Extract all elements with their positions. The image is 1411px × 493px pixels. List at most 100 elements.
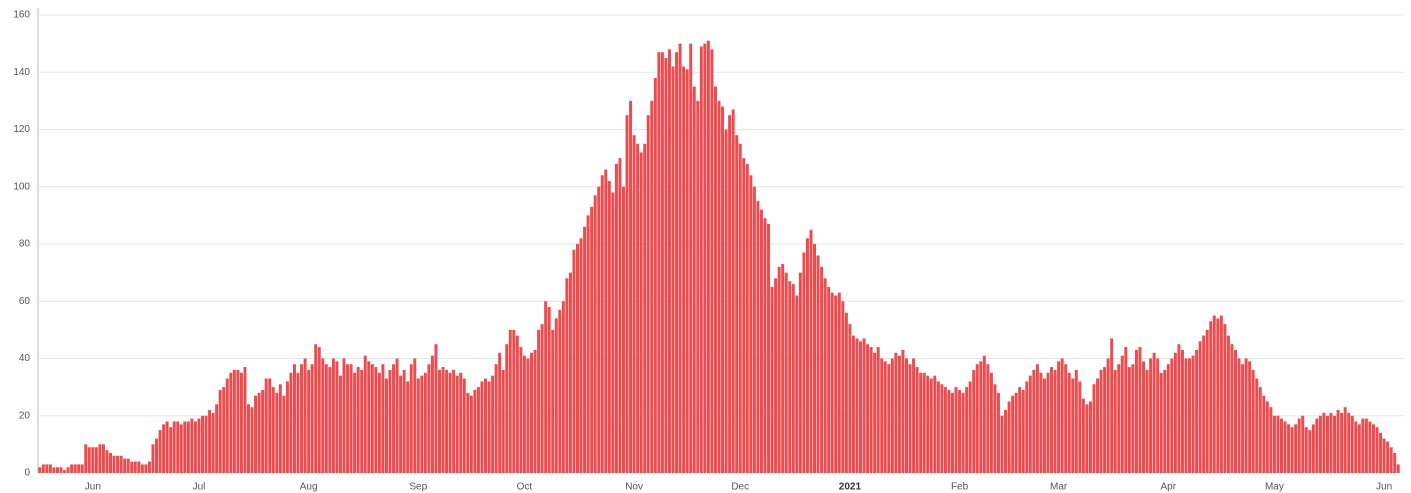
- bar: [275, 392, 279, 473]
- bar: [565, 278, 569, 473]
- bar: [1060, 358, 1064, 473]
- bar: [738, 143, 742, 473]
- bar: [621, 186, 625, 473]
- bar: [1039, 372, 1043, 473]
- bar: [218, 389, 222, 473]
- bar: [859, 341, 862, 473]
- bar: [201, 415, 204, 473]
- bar: [915, 367, 919, 473]
- bar: [300, 364, 304, 473]
- x-tick-label: Apr: [1161, 482, 1177, 493]
- bar: [1294, 424, 1298, 473]
- bar: [1021, 389, 1025, 473]
- bar: [215, 404, 219, 473]
- bar: [869, 347, 873, 473]
- bar: [116, 455, 120, 473]
- bar: [1386, 441, 1390, 473]
- bar: [795, 295, 799, 473]
- bar: [52, 467, 56, 473]
- bar: [604, 169, 608, 473]
- bar: [1120, 355, 1124, 473]
- bar: [1209, 321, 1213, 473]
- bar: [172, 421, 176, 473]
- bar: [434, 344, 438, 473]
- bar: [1318, 415, 1322, 473]
- bar: [1237, 358, 1241, 473]
- bar: [890, 358, 894, 473]
- bar: [1142, 361, 1146, 473]
- bar: [1173, 352, 1177, 473]
- x-tick-label: Nov: [625, 482, 643, 493]
- bar: [759, 209, 763, 473]
- bar: [236, 369, 240, 473]
- bar: [1131, 364, 1135, 473]
- bar: [1071, 378, 1075, 473]
- bar: [706, 40, 710, 473]
- bar: [1361, 418, 1365, 473]
- bar: [1223, 324, 1227, 473]
- bar: [137, 461, 141, 473]
- bar: [611, 192, 615, 473]
- bar: [1025, 381, 1029, 473]
- bar: [370, 364, 374, 473]
- x-tick-label: Feb: [951, 482, 969, 493]
- bar: [1251, 369, 1255, 473]
- bar: [1000, 415, 1004, 473]
- bar: [554, 318, 558, 473]
- x-tick-label: Aug: [300, 482, 318, 493]
- bar: [1375, 427, 1379, 473]
- bar: [675, 52, 679, 474]
- bar: [1110, 338, 1114, 473]
- bar: [809, 229, 813, 473]
- bar: [392, 364, 396, 473]
- bar: [593, 195, 597, 473]
- bar: [1301, 415, 1305, 473]
- bar: [38, 467, 42, 473]
- bar: [781, 264, 785, 473]
- bar: [1092, 384, 1096, 473]
- bar: [671, 66, 675, 474]
- bar: [1234, 349, 1237, 473]
- bar: [285, 381, 289, 473]
- bar: [416, 378, 420, 473]
- bar: [197, 418, 201, 473]
- bar: [742, 158, 746, 473]
- bar: [823, 278, 827, 473]
- bar: [388, 369, 392, 473]
- bar: [947, 389, 951, 473]
- bar: [494, 364, 498, 473]
- bar: [374, 367, 378, 473]
- bar: [989, 372, 993, 473]
- bar: [887, 364, 891, 473]
- bar: [533, 349, 537, 473]
- bar: [130, 461, 134, 473]
- bar: [1219, 315, 1223, 473]
- bar: [1007, 401, 1011, 473]
- bar: [1248, 361, 1252, 473]
- bar: [480, 381, 484, 473]
- bar: [1340, 412, 1344, 473]
- bar: [657, 52, 661, 474]
- bar: [1138, 347, 1142, 473]
- y-tick-label: 100: [13, 181, 30, 192]
- bar: [491, 375, 495, 473]
- x-tick-label: Jul: [193, 482, 206, 493]
- bar: [816, 255, 820, 473]
- bar: [346, 364, 350, 473]
- bar: [70, 464, 74, 473]
- bar: [1099, 369, 1103, 473]
- bar: [632, 135, 636, 473]
- bar: [568, 272, 572, 473]
- bar: [101, 444, 105, 473]
- bar: [476, 387, 480, 473]
- bar: [926, 375, 930, 473]
- bar: [1191, 355, 1195, 473]
- bar: [1364, 418, 1368, 473]
- bar: [151, 444, 155, 473]
- bar: [752, 186, 756, 473]
- bar: [1347, 412, 1351, 473]
- bar: [441, 367, 445, 473]
- bar: [186, 421, 190, 473]
- bar: [1166, 364, 1170, 473]
- bar: [250, 407, 254, 473]
